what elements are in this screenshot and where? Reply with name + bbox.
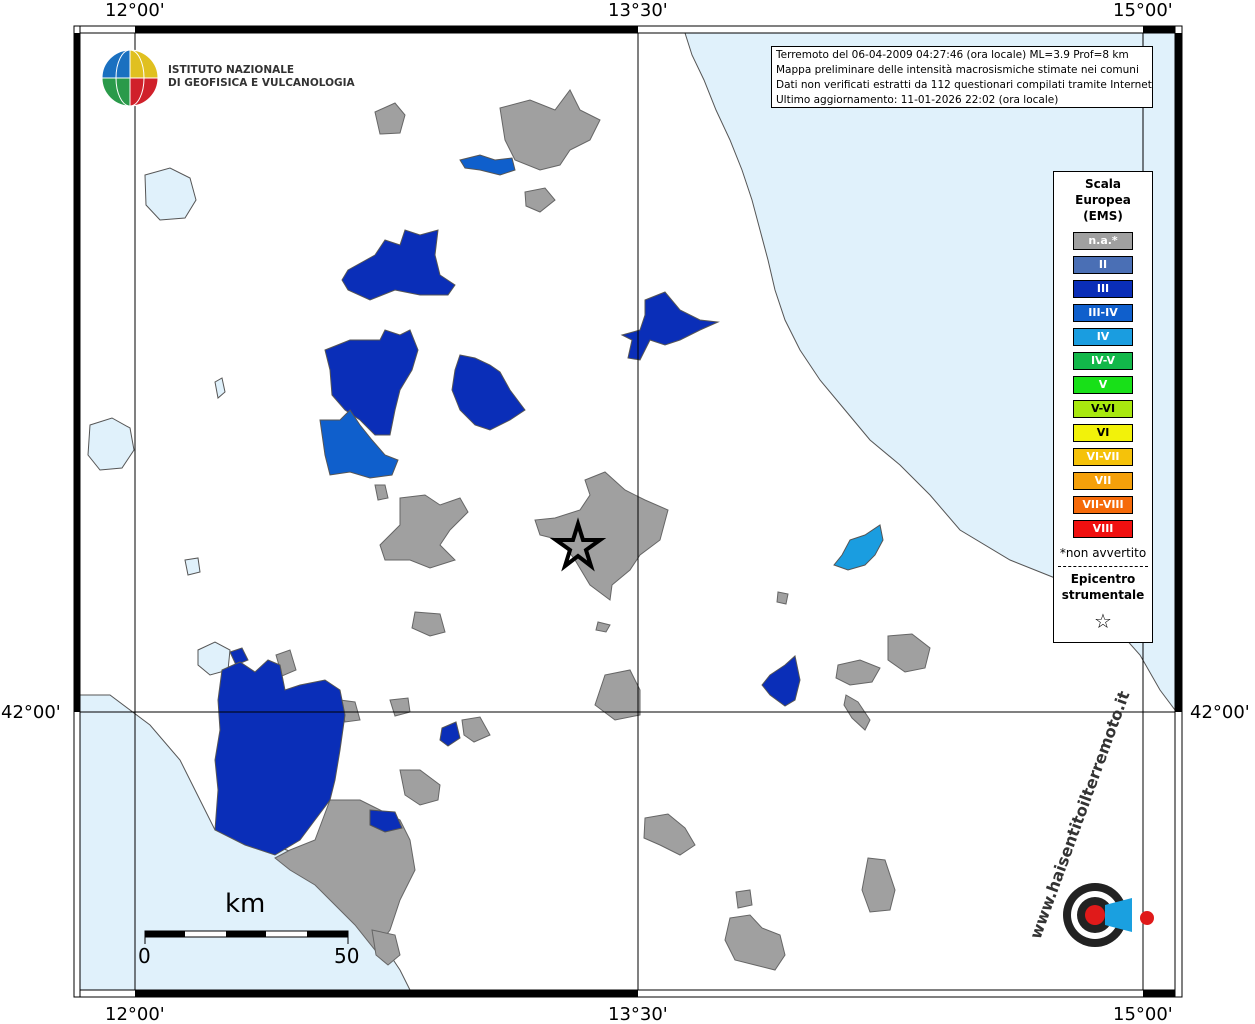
epicenter-star-icon xyxy=(549,517,607,572)
legend-item: V xyxy=(1073,376,1133,394)
info-line-4: Ultimo aggiornamento: 11-01-2026 22:02 (… xyxy=(776,94,1059,106)
legend-item: n.a.* xyxy=(1073,232,1133,250)
small-lake xyxy=(184,557,201,576)
legend-item: III-IV xyxy=(1073,304,1133,322)
legend-items: n.a.* II III III-IV IV IV-V V V-VI VI VI-VII VII VI… xyxy=(1054,232,1152,538)
legend: Scala Europea (EMS) n.a.* II III III-IV IV IV… xyxy=(1053,171,1153,643)
legend-item: II xyxy=(1073,256,1133,274)
scale-end: 50 xyxy=(334,944,360,968)
ingv-name: ISTITUTO NAZIONALE DI GEOFISICA E VULCAN… xyxy=(168,64,355,90)
intensity-III-IV-municipalities xyxy=(319,154,516,479)
adriatic-sea xyxy=(684,32,1176,712)
legend-title-line-2: Europea xyxy=(1075,193,1131,207)
legend-item: VII xyxy=(1073,472,1133,490)
small-lake-2 xyxy=(214,377,226,399)
scale-bar xyxy=(144,930,349,944)
legend-item: VII-VIII xyxy=(1073,496,1133,514)
info-box: Terremoto del 06-04-2009 04:27:46 (ora l… xyxy=(771,46,1153,108)
bottom-tick-3: 15°00' xyxy=(1113,1004,1173,1024)
legend-title-line-1: Scala xyxy=(1084,177,1122,191)
lake-bolsena xyxy=(144,167,197,221)
left-tick: 42°00' xyxy=(1,702,61,723)
bottom-tick-2: 13°30' xyxy=(608,1004,668,1024)
top-tick-1: 12°00' xyxy=(105,0,165,21)
legend-item: V-VI xyxy=(1073,400,1133,418)
legend-item: VI-VII xyxy=(1073,448,1133,466)
legend-item: VIII xyxy=(1073,520,1133,538)
legend-item: IV xyxy=(1073,328,1133,346)
ingv-line-2: DI GEOFISICA E VULCANOLOGIA xyxy=(168,77,355,89)
legend-title-line-3: (EMS) xyxy=(1083,209,1123,223)
top-tick-2: 13°30' xyxy=(608,0,668,21)
legend-epicenter-line-2: strumentale xyxy=(1061,588,1145,602)
haisentito-logo-icon xyxy=(1063,883,1154,947)
scale-unit: km xyxy=(225,889,266,919)
legend-note: *non avvertito xyxy=(1059,546,1147,560)
intensity-III-municipalities xyxy=(214,229,801,856)
legend-epicenter-line-1: Epicentro xyxy=(1070,572,1136,586)
legend-item: IV-V xyxy=(1073,352,1133,370)
lake-bracciano xyxy=(87,417,135,471)
ingv-line-1: ISTITUTO NAZIONALE xyxy=(168,64,295,76)
intensity-IV-municipalities xyxy=(833,524,884,571)
info-line-1: Terremoto del 06-04-2009 04:27:46 (ora l… xyxy=(776,49,1129,61)
right-tick: 42°00' xyxy=(1190,702,1250,723)
map-frame xyxy=(73,25,1183,998)
scale-start: 0 xyxy=(138,944,151,968)
top-tick-3: 15°00' xyxy=(1113,0,1173,21)
legend-item: III xyxy=(1073,280,1133,298)
legend-epicenter: Epicentro strumentale xyxy=(1054,571,1152,603)
gray-municipalities xyxy=(274,89,931,971)
legend-star-icon: ☆ xyxy=(1094,609,1112,633)
info-line-2: Mappa preliminare delle intensità macros… xyxy=(776,64,1139,76)
info-line-3: Dati non verificati estratti da 112 ques… xyxy=(776,79,1153,91)
legend-item: VI xyxy=(1073,424,1133,442)
legend-title: Scala Europea (EMS) xyxy=(1054,176,1152,224)
small-gray xyxy=(374,484,389,501)
bottom-tick-1: 12°00' xyxy=(105,1004,165,1024)
legend-separator xyxy=(1058,566,1148,567)
ingv-logo-icon xyxy=(101,49,159,107)
